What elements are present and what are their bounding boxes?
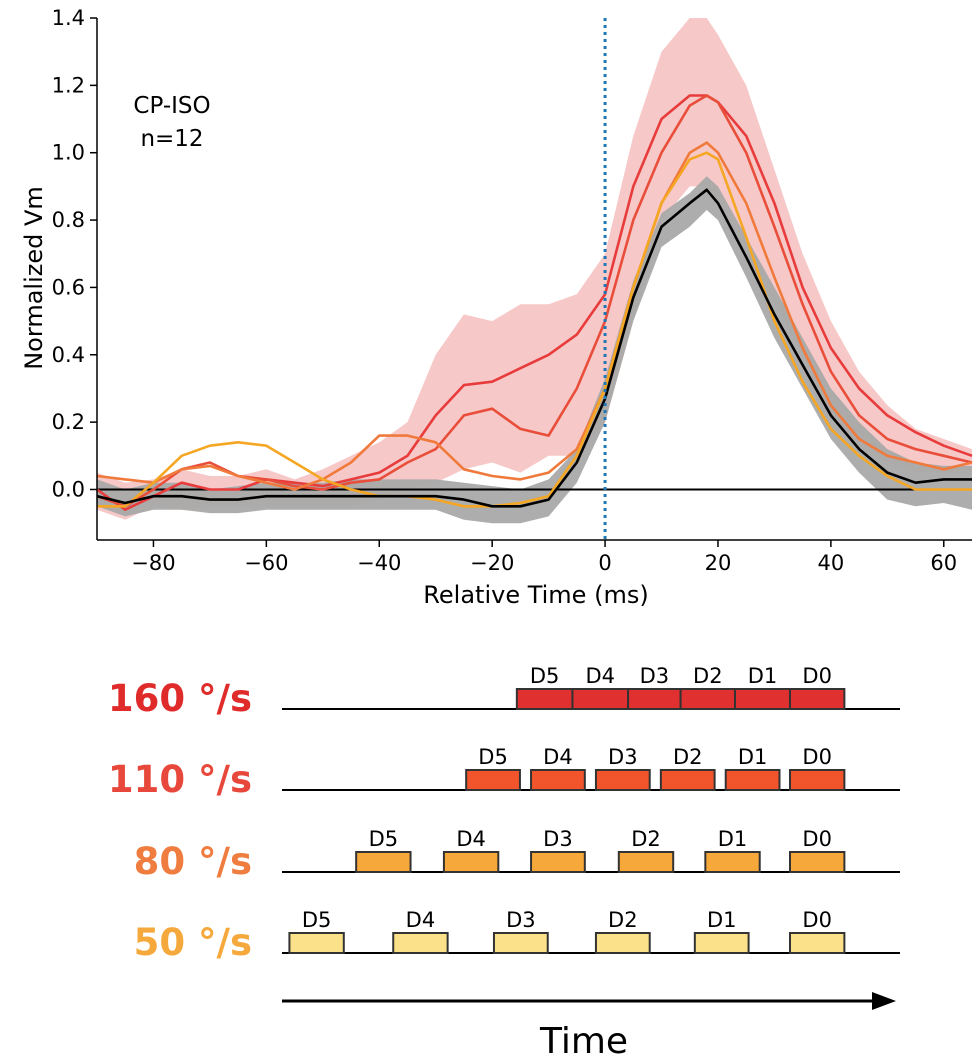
x-tick-label: −40 bbox=[357, 551, 401, 575]
x-tick-label: 20 bbox=[705, 551, 732, 575]
y-tick-label: 1.4 bbox=[52, 6, 85, 30]
x-axis-label: Relative Time (ms) bbox=[423, 581, 648, 609]
block-label: D0 bbox=[802, 664, 832, 688]
y-tick-label: 1.2 bbox=[52, 73, 85, 97]
stimulus-block bbox=[442, 851, 500, 873]
annotation-line-2: n=12 bbox=[140, 126, 203, 152]
series-line-0 bbox=[96, 188, 972, 508]
y-axis-label: Normalized Vm bbox=[20, 186, 48, 370]
x-tick-label: 0 bbox=[598, 551, 611, 575]
block-label: D2 bbox=[608, 908, 638, 932]
stimulus-block bbox=[515, 688, 574, 710]
stimulus-block bbox=[465, 769, 521, 791]
stimulus-block bbox=[733, 688, 791, 710]
speed-label: 80 °/s bbox=[134, 840, 252, 883]
speed-row: 160 °/s D5 D4 D3 D2 D1 D0 bbox=[108, 664, 900, 720]
x-tick-label: 60 bbox=[930, 551, 957, 575]
stimulus-block bbox=[617, 851, 675, 873]
block-label: D0 bbox=[802, 827, 832, 851]
x-tick-label: −60 bbox=[244, 551, 288, 575]
y-tick-label: 0.0 bbox=[52, 477, 85, 501]
block-label: D5 bbox=[369, 827, 399, 851]
block-label: D4 bbox=[456, 827, 486, 851]
series-line-1 bbox=[96, 94, 973, 511]
series-line-4 bbox=[97, 151, 972, 508]
stimulus-block bbox=[594, 932, 651, 954]
block-label: D1 bbox=[718, 827, 748, 851]
time-arrow-head bbox=[872, 992, 896, 1010]
y-tick-label: 0.4 bbox=[52, 343, 85, 367]
confidence-bands bbox=[97, 18, 972, 524]
time-label: Time bbox=[539, 1021, 628, 1059]
stimulus-block bbox=[530, 851, 586, 873]
y-tick-label: 0.6 bbox=[52, 275, 85, 299]
stimulus-block bbox=[392, 932, 449, 954]
block-label: D1 bbox=[738, 745, 768, 769]
block-label: D4 bbox=[406, 908, 436, 932]
series-lines bbox=[96, 18, 973, 540]
block-label: D4 bbox=[543, 745, 573, 769]
block-label: D5 bbox=[478, 745, 508, 769]
stimulus-block bbox=[704, 851, 761, 873]
block-label: D2 bbox=[673, 745, 703, 769]
stimulus-block bbox=[679, 688, 736, 710]
block-label: D1 bbox=[707, 908, 737, 932]
speed-row: 80 °/s D5 D4 D3 D2 D1 D0 bbox=[134, 827, 900, 883]
stimulus-block bbox=[788, 769, 846, 791]
stimulus-block bbox=[492, 932, 549, 954]
block-label: D1 bbox=[748, 664, 778, 688]
stimulus-block bbox=[355, 851, 412, 873]
x-tick-label: −20 bbox=[470, 551, 514, 575]
y-tick-label: 1.0 bbox=[52, 141, 85, 165]
block-label: D3 bbox=[640, 664, 670, 688]
speed-label: 110 °/s bbox=[108, 758, 252, 801]
axes: −80 −60 −40 −20 0 20 40 60 0.0 0.2 0.4 0.6 0.8 1.0 1.2… bbox=[52, 6, 972, 575]
y-tick-label: 0.2 bbox=[52, 410, 85, 434]
block-label: D3 bbox=[506, 908, 536, 932]
stimulus-block bbox=[288, 932, 345, 954]
stimulus-block bbox=[627, 688, 682, 710]
speed-label: 50 °/s bbox=[134, 921, 252, 964]
block-label: D3 bbox=[608, 745, 638, 769]
x-tick-label: 40 bbox=[818, 551, 845, 575]
block-label: D5 bbox=[302, 908, 332, 932]
block-label: D2 bbox=[693, 664, 723, 688]
stimulus-block bbox=[788, 932, 846, 954]
stimulus-block bbox=[788, 688, 846, 710]
annotation-line-1: CP-ISO bbox=[133, 93, 210, 119]
block-label: D3 bbox=[543, 827, 573, 851]
stimulus-block bbox=[788, 851, 846, 873]
stimulus-block bbox=[530, 769, 586, 791]
block-label: D2 bbox=[631, 827, 661, 851]
stimulus-block bbox=[571, 688, 630, 710]
band-0 bbox=[97, 18, 972, 520]
stimulus-block bbox=[724, 769, 781, 791]
stimulus-block bbox=[594, 769, 651, 791]
block-label: D4 bbox=[586, 664, 616, 688]
stimulus-block bbox=[693, 932, 750, 954]
block-label: D0 bbox=[802, 908, 832, 932]
speed-label: 160 °/s bbox=[108, 677, 252, 720]
x-tick-label: −80 bbox=[131, 551, 175, 575]
y-tick-label: 0.8 bbox=[52, 208, 85, 232]
speed-row: 110 °/s D5 D4 D3 D2 D1 D0 bbox=[108, 745, 900, 801]
speed-row: 50 °/s D5 D4 D3 D2 D1 D0 bbox=[134, 908, 900, 964]
block-label: D0 bbox=[802, 745, 832, 769]
stimulus-block bbox=[659, 769, 716, 791]
series-line-3 bbox=[96, 141, 973, 491]
block-label: D5 bbox=[530, 664, 560, 688]
band-1 bbox=[97, 176, 972, 524]
